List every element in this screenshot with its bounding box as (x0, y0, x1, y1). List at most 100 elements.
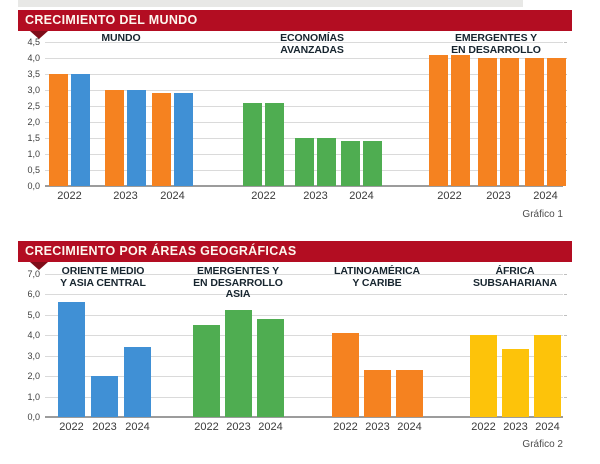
x-axis-line (45, 416, 563, 418)
bar-oriente-medio-2022 (58, 302, 85, 417)
right-tick (564, 274, 567, 275)
bar-mundo-2024 (174, 93, 193, 186)
y-axis-tick-label: 1,0 (27, 392, 40, 402)
gridline (45, 315, 563, 316)
group-header-line: Y ASIA CENTRAL (60, 276, 146, 289)
chart1-footer-label: Gráfico 1 (522, 209, 563, 220)
group-header-line: ASIA (225, 288, 251, 300)
group-header-line: EMERGENTES Y (454, 32, 538, 44)
y-axis-tick-label: 0,0 (27, 181, 40, 191)
bar-economías-2022 (243, 102, 262, 186)
year-label: 2022 (59, 421, 84, 433)
bar-oriente-medio-2024 (124, 347, 151, 417)
bar-áfrica-2023 (502, 349, 529, 417)
y-axis-tick-label: 4,5 (27, 37, 40, 47)
year-label: 2023 (365, 421, 390, 433)
chart2-band-pointer (30, 262, 48, 270)
group-header-line: EN DESARROLLO (193, 276, 283, 289)
chart2-header-band: CRECIMIENTO POR ÁREAS GEOGRÁFICAS (18, 241, 572, 262)
right-tick (564, 376, 567, 377)
bar-emergentes-y-2022 (451, 54, 470, 186)
bar-economías-2022 (265, 102, 284, 186)
group-header-line: LATINOAMÉRICA (334, 265, 420, 277)
bar-latinoamérica-2023 (364, 369, 391, 417)
bar-mundo-2022 (71, 74, 90, 186)
y-axis-tick-label: 3,0 (27, 85, 40, 95)
y-axis-tick-label: 1,5 (27, 133, 40, 143)
year-label: 2023 (486, 190, 511, 202)
y-axis-tick-label: 5,0 (27, 310, 40, 320)
gridline (45, 397, 563, 398)
year-label: 2023 (92, 421, 117, 433)
year-label: 2022 (437, 190, 462, 202)
y-axis-tick-label: 0,5 (27, 165, 40, 175)
bar-economías-2024 (341, 141, 360, 186)
chart1-header-band: CRECIMIENTO DEL MUNDO (18, 10, 572, 31)
year-label: 2022 (471, 421, 496, 433)
right-tick (564, 42, 567, 43)
gridline (45, 294, 563, 295)
bar-emergentes-y-2024 (257, 318, 284, 417)
year-label: 2022 (194, 421, 219, 433)
year-label: 2023 (226, 421, 251, 433)
bar-mundo-2022 (49, 74, 68, 186)
year-label: 2022 (333, 421, 358, 433)
year-label: 2022 (251, 190, 276, 202)
y-axis-tick-label: 4,0 (27, 53, 40, 63)
top-edge-strip (18, 0, 523, 7)
chart1-band-pointer (30, 31, 48, 39)
gridline (45, 335, 563, 336)
year-label: 2024 (349, 190, 374, 202)
year-label: 2024 (397, 421, 422, 433)
year-label: 2024 (533, 190, 558, 202)
gridline (45, 74, 563, 75)
right-tick (564, 335, 567, 336)
bar-emergentes-y-2024 (547, 58, 566, 186)
bar-áfrica-2024 (534, 335, 561, 417)
group-header-line: ORIENTE MEDIO (61, 265, 145, 277)
gridline (45, 274, 563, 275)
group-header-line: Y CARIBE (352, 276, 402, 289)
y-axis-tick-label: 0,0 (27, 412, 40, 422)
right-tick (564, 356, 567, 357)
bar-mundo-2023 (105, 90, 124, 186)
bar-mundo-2023 (127, 90, 146, 186)
y-axis-tick-label: 3,0 (27, 351, 40, 361)
chart2-footer-label: Gráfico 2 (522, 439, 563, 450)
y-axis-tick-label: 2,0 (27, 371, 40, 381)
bar-áfrica-2022 (470, 335, 497, 417)
y-axis-tick-label: 3,5 (27, 69, 40, 79)
right-tick (564, 294, 567, 295)
gridline (45, 58, 563, 59)
chart2-title: CRECIMIENTO POR ÁREAS GEOGRÁFICAS (25, 244, 297, 258)
gridline (45, 90, 563, 91)
x-axis-line (45, 185, 563, 187)
bar-emergentes-y-2022 (429, 54, 448, 186)
year-label: 2023 (113, 190, 138, 202)
year-label: 2024 (160, 190, 185, 202)
bar-economías-2023 (295, 138, 314, 186)
y-axis-tick-label: 6,0 (27, 289, 40, 299)
gridline (45, 356, 563, 357)
y-axis-tick-label: 4,0 (27, 330, 40, 340)
group-header-line: SUBSAHARIANA (473, 276, 557, 289)
bar-emergentes-y-2023 (225, 310, 252, 417)
right-tick (564, 315, 567, 316)
bar-oriente-medio-2023 (91, 376, 118, 417)
y-axis-tick-label: 1,0 (27, 149, 40, 159)
gridline (45, 122, 563, 123)
group-header-line: MUNDO (101, 32, 141, 44)
gridline (45, 376, 563, 377)
bar-emergentes-y-2023 (500, 58, 519, 186)
right-tick (564, 397, 567, 398)
bar-emergentes-y-2022 (193, 324, 220, 417)
year-label: 2024 (258, 421, 283, 433)
bar-mundo-2024 (152, 93, 171, 186)
year-label: 2023 (503, 421, 528, 433)
year-label: 2024 (535, 421, 560, 433)
year-label: 2023 (303, 190, 328, 202)
gridline (45, 42, 563, 43)
gridline (45, 106, 563, 107)
year-label: 2022 (57, 190, 82, 202)
